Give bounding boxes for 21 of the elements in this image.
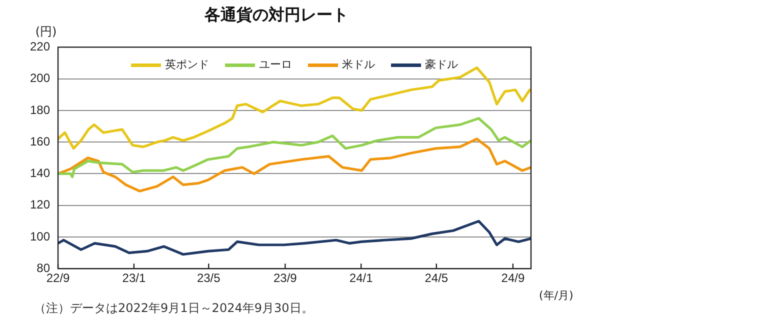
- x-axis-title: (年/月): [539, 288, 574, 302]
- y-tick-label: 100: [30, 229, 50, 244]
- y-axis-title: (円): [35, 24, 57, 38]
- y-tick-label: 140: [30, 166, 50, 180]
- x-tick-label: 24/5: [424, 271, 448, 286]
- legend-label: 米ドル: [342, 58, 376, 72]
- x-tick-label: 23/5: [196, 271, 221, 286]
- y-tick-label: 220: [30, 40, 50, 54]
- y-tick-label: 160: [30, 134, 50, 148]
- x-tick-label: 24/1: [349, 271, 374, 286]
- legend-label: ユーロ: [259, 58, 292, 72]
- x-tick-label: 24/9: [501, 271, 525, 286]
- x-tick-label: 23/9: [273, 271, 298, 286]
- y-tick-label: 180: [30, 102, 50, 117]
- legend-label: 豪ドル: [425, 58, 458, 72]
- y-tick-label: 120: [30, 198, 50, 212]
- y-tick-label: 200: [30, 71, 50, 86]
- x-tick-label: 23/1: [122, 271, 146, 286]
- text: （注）データは2022年9月1日～2024年9月30日。: [34, 300, 314, 317]
- chart-title: 各通貨の対円レート: [204, 4, 348, 24]
- legend-label: 英ポンド: [165, 58, 210, 72]
